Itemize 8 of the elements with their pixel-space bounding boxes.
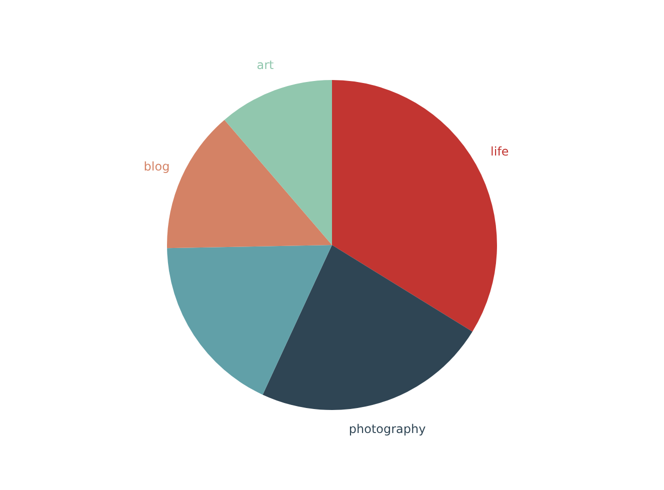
slice-label: blog — [144, 160, 170, 174]
pie-slice — [262, 245, 472, 410]
slice-label: photography — [348, 422, 426, 436]
slice-label: art — [256, 58, 274, 72]
pie-slice — [224, 80, 332, 245]
pie-slice — [167, 245, 332, 395]
pie-slice — [167, 120, 332, 248]
slice-label: life — [490, 144, 509, 158]
